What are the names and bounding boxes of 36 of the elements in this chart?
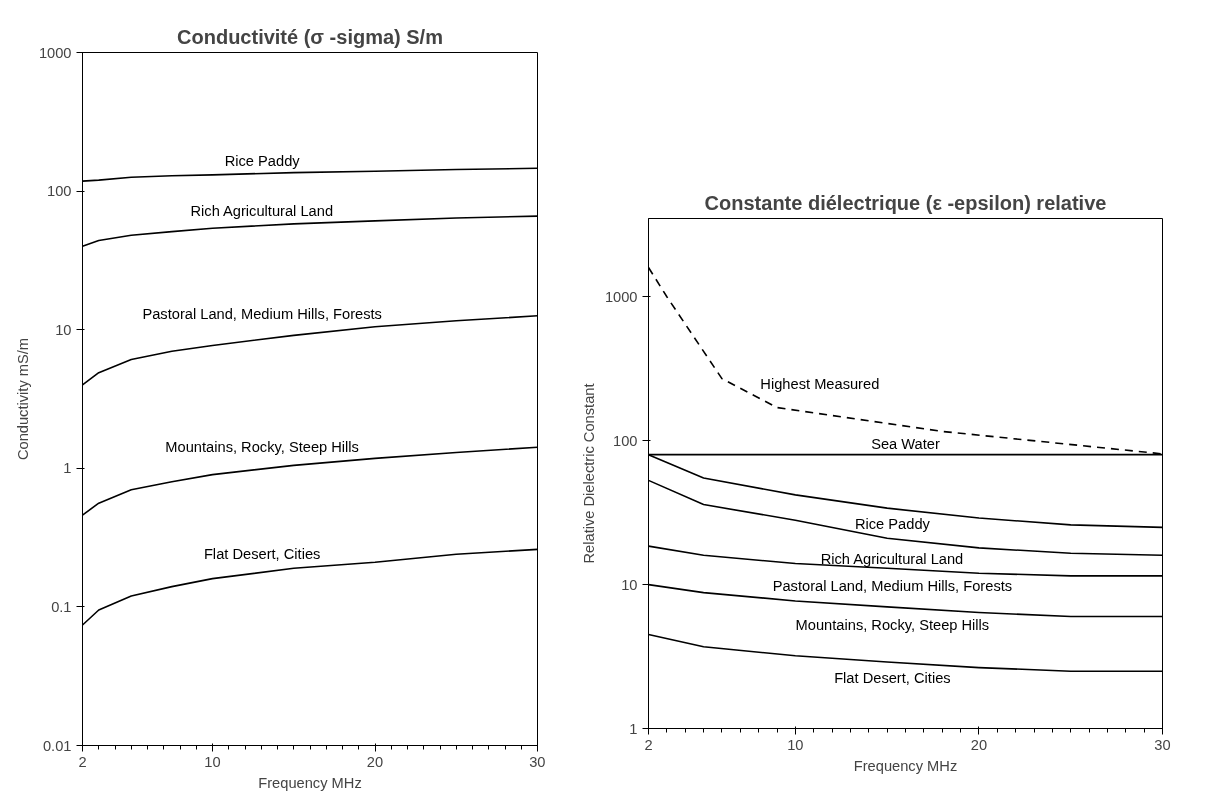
y-tick-label: 1000 bbox=[604, 288, 638, 305]
x-tick-label: 2 bbox=[78, 753, 87, 770]
series-label: Rich Agricultural Land bbox=[190, 202, 334, 219]
series-label: Rich Agricultural Land bbox=[820, 551, 964, 568]
series-label: Pastoral Land, Medium Hills, Forests bbox=[772, 577, 1013, 594]
series-label: Rice Paddy bbox=[854, 516, 931, 533]
y-axis-title: Conductivity mS/m bbox=[14, 337, 31, 461]
x-tick-label: 2 bbox=[644, 736, 653, 753]
y-tick-label: 1 bbox=[629, 720, 638, 737]
y-tick-label: 0.01 bbox=[42, 737, 72, 754]
chart-title: Constante diélectrique (ε -epsilon) relative bbox=[704, 191, 1107, 214]
x-tick-label: 10 bbox=[204, 753, 221, 770]
y-tick-label: 10 bbox=[55, 321, 72, 338]
x-tick-label: 20 bbox=[970, 736, 988, 753]
series-label: Flat Desert, Cities bbox=[203, 545, 321, 562]
series-label: Flat Desert, Cities bbox=[834, 670, 951, 687]
y-tick-label: 1000 bbox=[38, 44, 72, 61]
x-axis-title: Frequency MHz bbox=[258, 774, 362, 791]
series-label: Sea Water bbox=[871, 435, 940, 452]
y-tick-label: 100 bbox=[47, 183, 72, 200]
series-label: Pastoral Land, Medium Hills, Forests bbox=[142, 305, 382, 322]
series-label: Rice Paddy bbox=[224, 153, 301, 170]
x-tick-label: 20 bbox=[366, 753, 384, 770]
x-axis-title: Frequency MHz bbox=[853, 757, 958, 774]
y-tick-label: 1 bbox=[63, 460, 72, 477]
x-tick-label: 30 bbox=[529, 753, 546, 770]
y-tick-label: 100 bbox=[613, 432, 638, 449]
x-tick-label: 10 bbox=[787, 736, 804, 753]
series-label: Mountains, Rocky, Steep Hills bbox=[795, 616, 990, 633]
series-label: Highest Measured bbox=[760, 376, 880, 393]
y-tick-label: 0.1 bbox=[51, 598, 72, 615]
y-tick-label: 10 bbox=[621, 576, 638, 593]
chart-title: Conductivité (σ -sigma) S/m bbox=[177, 25, 443, 48]
series-label: Mountains, Rocky, Steep Hills bbox=[165, 439, 359, 456]
y-axis-title: Relative Dielectric Constant bbox=[580, 383, 597, 564]
x-tick-label: 30 bbox=[1154, 736, 1171, 753]
